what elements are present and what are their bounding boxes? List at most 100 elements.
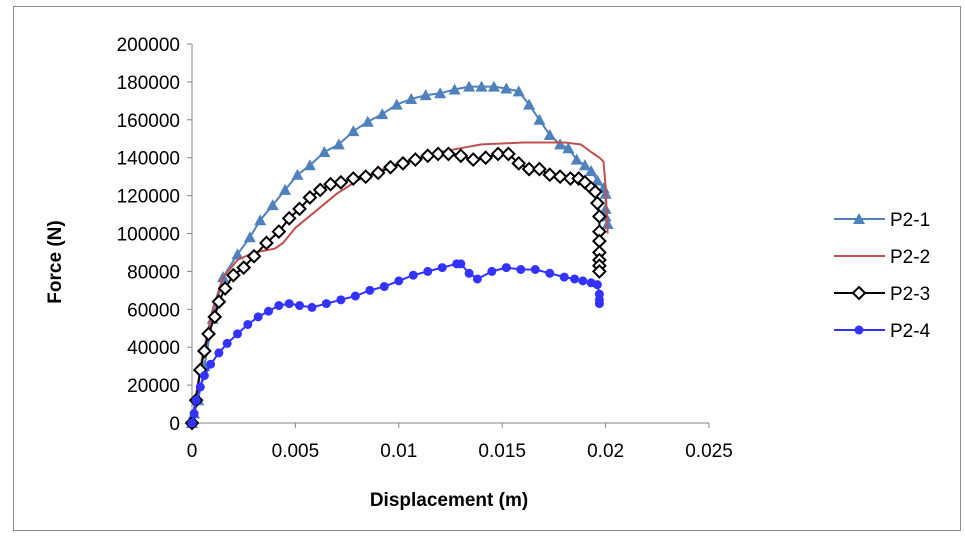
data-point-p2-4 (456, 259, 466, 269)
data-point-p2-1 (279, 183, 292, 195)
data-point-p2-4 (295, 301, 305, 311)
data-point-p2-3 (196, 343, 212, 359)
data-point-p2-3 (302, 190, 318, 205)
data-point-p2-3 (521, 161, 537, 177)
data-point-p2-1 (487, 80, 500, 92)
data-point-p2-4 (350, 291, 360, 301)
series-line-p2-3 (191, 152, 601, 424)
data-point-p2-1 (570, 153, 583, 165)
data-point-p2-4 (559, 272, 569, 282)
data-point-p2-3 (490, 146, 506, 162)
data-point-p2-4 (516, 265, 526, 275)
data-point-p2-3 (511, 155, 527, 171)
data-point-p2-4 (189, 409, 199, 419)
data-point-p2-4 (437, 263, 447, 273)
data-point-p2-1 (585, 164, 598, 176)
data-point-p2-1 (231, 248, 244, 260)
data-point-p2-4 (222, 338, 232, 348)
series-line-p2-4 (191, 262, 601, 424)
data-point-p2-1 (291, 168, 304, 180)
legend-label-p2-1: P2-1 (890, 210, 930, 231)
data-point-p2-3 (345, 171, 361, 186)
legend-marker-p2-1 (853, 213, 865, 224)
data-point-p2-3 (500, 146, 516, 162)
y-tick-label: 40000 (127, 338, 180, 359)
y-tick-label: 180000 (117, 73, 180, 94)
data-point-p2-4 (530, 265, 540, 275)
data-point-p2-4 (243, 319, 253, 329)
data-point-p2-3 (532, 161, 547, 177)
data-point-p2-3 (591, 263, 607, 279)
data-point-p2-4 (501, 263, 511, 273)
data-point-p2-3 (201, 326, 216, 342)
series-p2-4 (187, 259, 604, 428)
legend-item-p2-1: P2-1 (834, 210, 930, 231)
legend-marker-p2-3 (851, 285, 867, 301)
data-point-p2-3 (552, 169, 568, 185)
data-point-p2-1 (303, 159, 316, 171)
chart-canvas: Force (N) Displacement (m) 0 20000 40000 60… (45, 35, 931, 511)
data-point-p2-4 (379, 282, 389, 292)
data-point-p2-4 (594, 299, 604, 309)
legend-label-p2-4: P2-4 (890, 321, 931, 342)
data-point-p2-4 (365, 285, 375, 295)
data-point-p2-1 (562, 142, 575, 154)
data-point-p2-3 (271, 224, 287, 240)
data-point-p2-3 (478, 150, 494, 166)
data-point-p2-1 (523, 98, 536, 110)
data-point-p2-1 (376, 108, 389, 120)
plot-area (184, 80, 614, 431)
data-point-p2-3 (441, 146, 456, 162)
y-axis-title-group: Force (N) (45, 220, 66, 303)
y-tick-label: 20000 (127, 376, 180, 397)
y-tick-label: 200000 (117, 35, 180, 56)
data-point-p2-4 (274, 301, 284, 311)
data-point-p2-1 (390, 98, 403, 110)
data-point-p2-4 (321, 299, 331, 309)
data-point-p2-1 (591, 174, 604, 186)
data-point-p2-3 (333, 174, 349, 190)
data-point-p2-1 (543, 128, 556, 140)
data-point-p2-4 (336, 295, 346, 305)
data-point-p2-1 (332, 138, 345, 150)
data-point-p2-1 (405, 92, 418, 104)
data-point-p2-1 (318, 146, 331, 158)
data-point-p2-1 (243, 231, 256, 243)
data-point-p2-3 (211, 294, 227, 310)
x-tick-label: 0.005 (272, 441, 320, 462)
data-point-p2-3 (323, 176, 338, 192)
x-tick-label: 0.01 (380, 441, 417, 462)
data-point-p2-4 (232, 329, 242, 339)
data-point-p2-3 (587, 184, 603, 200)
data-point-p2-3 (395, 155, 411, 171)
data-point-p2-1 (347, 125, 360, 137)
series-p2-3 (184, 146, 607, 431)
x-axis-title: Displacement (m) (370, 490, 528, 511)
data-point-p2-3 (358, 169, 374, 185)
data-point-p2-3 (591, 209, 607, 224)
legend-item-p2-4: P2-4 (834, 321, 931, 342)
data-point-p2-4 (264, 306, 274, 316)
data-point-p2-1 (512, 85, 525, 97)
data-point-p2-3 (453, 148, 469, 164)
data-point-p2-3 (542, 167, 558, 183)
data-point-p2-1 (554, 138, 567, 150)
data-point-p2-1 (475, 80, 488, 92)
data-point-p2-3 (589, 195, 605, 211)
data-point-p2-3 (420, 148, 436, 164)
y-tick-label: 60000 (127, 300, 180, 321)
data-point-p2-3 (217, 281, 233, 296)
x-tick-label: 0.025 (685, 441, 733, 462)
data-point-p2-1 (419, 89, 432, 101)
data-point-p2-3 (236, 260, 252, 276)
x-tick-label: 0 (187, 441, 198, 462)
data-point-p2-4 (578, 276, 588, 286)
y-tick-label: 120000 (117, 187, 180, 208)
data-point-p2-3 (430, 146, 446, 162)
data-point-p2-4 (253, 312, 263, 322)
data-point-p2-1 (361, 115, 374, 127)
axes (187, 43, 710, 428)
data-point-p2-1 (266, 199, 279, 211)
data-point-p2-1 (448, 83, 461, 95)
data-point-p2-1 (533, 113, 546, 125)
